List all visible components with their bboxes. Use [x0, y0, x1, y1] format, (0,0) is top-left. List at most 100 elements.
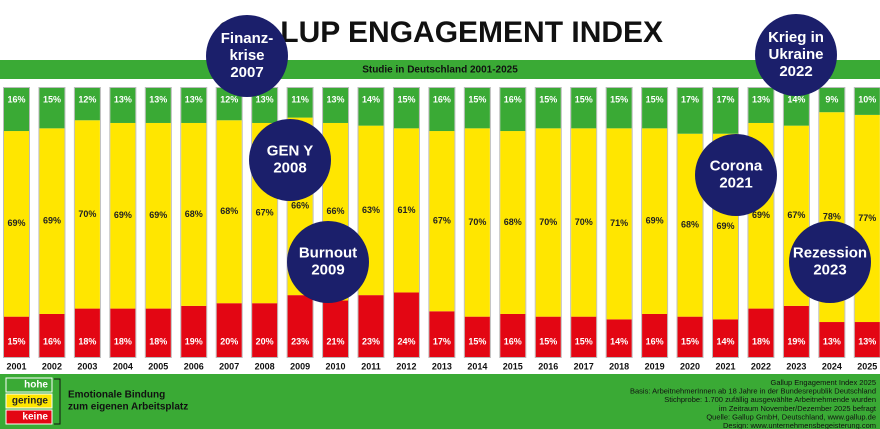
value-label: 15% — [539, 94, 557, 104]
value-label: 15% — [681, 336, 699, 346]
value-label: 69% — [43, 216, 61, 226]
column-frame — [676, 87, 704, 358]
annotation-bubble — [249, 119, 331, 201]
value-label: 20% — [220, 336, 238, 346]
x-tick-label: 2022 — [751, 361, 771, 371]
value-label: 15% — [575, 336, 593, 346]
source-note: Stichprobe: 1.700 zufällig ausgewählte A… — [664, 395, 876, 404]
x-tick-label: 2007 — [219, 361, 239, 371]
value-label: 16% — [504, 336, 522, 346]
annotation-bubble — [287, 221, 369, 303]
x-tick-label: 2010 — [326, 361, 346, 371]
column-frame — [38, 87, 66, 358]
column-frame — [392, 87, 420, 358]
column-frame — [357, 87, 385, 358]
bar-segment — [39, 128, 65, 314]
bar-segment — [287, 295, 313, 357]
bar-segment — [571, 316, 597, 357]
bar-segment — [535, 128, 561, 317]
source-note: Quelle: Gallup GmbH, Deutschland, www.ga… — [706, 412, 876, 421]
value-label: 16% — [433, 94, 451, 104]
value-label: 78% — [823, 211, 841, 221]
value-label: 11% — [291, 94, 309, 104]
annotation-text: 2021 — [719, 174, 752, 191]
value-label: 15% — [468, 94, 486, 104]
bar-segment — [535, 88, 561, 129]
value-label: 13% — [256, 94, 274, 104]
value-label: 13% — [327, 94, 345, 104]
bar-segment — [500, 313, 526, 357]
x-tick-label: 2021 — [715, 361, 735, 371]
bar-segment — [74, 88, 100, 121]
annotation-text: Finanz- — [221, 30, 274, 47]
legend-caption: zum eigenen Arbeitsplatz — [68, 402, 188, 413]
bar-segment — [145, 88, 171, 123]
x-tick-label: 2014 — [467, 361, 487, 371]
value-label: 9% — [825, 94, 838, 104]
source-note: Gallup Engagement Index 2025 — [771, 378, 877, 387]
value-label: 14% — [362, 94, 380, 104]
column-frame — [499, 87, 527, 358]
bar-segment — [429, 88, 455, 132]
value-label: 70% — [78, 209, 96, 219]
value-label: 17% — [716, 94, 734, 104]
value-label: 15% — [43, 94, 61, 104]
annotation-text: 2023 — [813, 261, 846, 278]
x-tick-label: 2024 — [822, 361, 842, 371]
value-label: 67% — [433, 216, 451, 226]
bar-segment — [145, 308, 171, 357]
value-label: 14% — [716, 336, 734, 346]
x-tick-label: 2003 — [77, 361, 97, 371]
value-label: 15% — [397, 94, 415, 104]
value-label: 14% — [787, 94, 805, 104]
subtitle: Studie in Deutschland 2001-2025 — [362, 65, 518, 76]
value-label: 13% — [752, 94, 770, 104]
x-tick-label: 2019 — [645, 361, 665, 371]
value-label: 10% — [858, 94, 876, 104]
value-label: 13% — [858, 336, 876, 346]
annotation-bubble — [695, 134, 777, 216]
value-label: 68% — [185, 209, 203, 219]
bar-segment — [74, 120, 100, 309]
x-tick-label: 2011 — [361, 361, 381, 371]
value-label: 18% — [114, 336, 132, 346]
bar-segment — [464, 88, 490, 129]
value-label: 69% — [646, 216, 664, 226]
value-label: 70% — [468, 217, 486, 227]
source-note: im Zeitraum November/Dezember 2025 befra… — [719, 404, 877, 413]
value-label: 23% — [291, 336, 309, 346]
x-tick-label: 2025 — [857, 361, 877, 371]
column-frame — [818, 87, 846, 358]
value-label: 15% — [575, 94, 593, 104]
value-label: 15% — [468, 336, 486, 346]
bar-segment — [145, 122, 171, 309]
legend-caption: Emotionale Bindung — [68, 390, 165, 401]
legend-swatch — [5, 393, 53, 409]
bar-segment — [819, 322, 845, 357]
bar-segment — [713, 319, 738, 357]
x-tick-label: 2017 — [574, 361, 594, 371]
column-frame — [570, 87, 598, 358]
bar-segment — [500, 88, 526, 132]
bar-segment — [677, 316, 703, 357]
x-tick-label: 2023 — [786, 361, 806, 371]
value-label: 16% — [7, 94, 25, 104]
value-label: 71% — [610, 218, 628, 228]
footer-band — [0, 374, 880, 429]
bar-segment — [216, 303, 242, 357]
value-label: 16% — [504, 94, 522, 104]
column-frame — [853, 87, 880, 358]
legend-label: hohe — [24, 380, 48, 391]
value-label: 21% — [327, 336, 345, 346]
value-label: 68% — [504, 217, 522, 227]
column-frame — [428, 87, 456, 358]
bar-segment — [819, 88, 845, 113]
source-note: Design: www.unternehmensbegeisterung.com — [723, 421, 876, 429]
value-label: 17% — [681, 94, 699, 104]
annotation-text: Krieg in — [768, 29, 824, 46]
column-frame — [109, 87, 137, 358]
bar-segment — [4, 131, 29, 317]
annotation-text: Ukraine — [768, 46, 823, 63]
source-note: Basis: ArbeitnehmerInnen ab 18 Jahre in … — [630, 387, 876, 396]
value-label: 13% — [114, 94, 132, 104]
